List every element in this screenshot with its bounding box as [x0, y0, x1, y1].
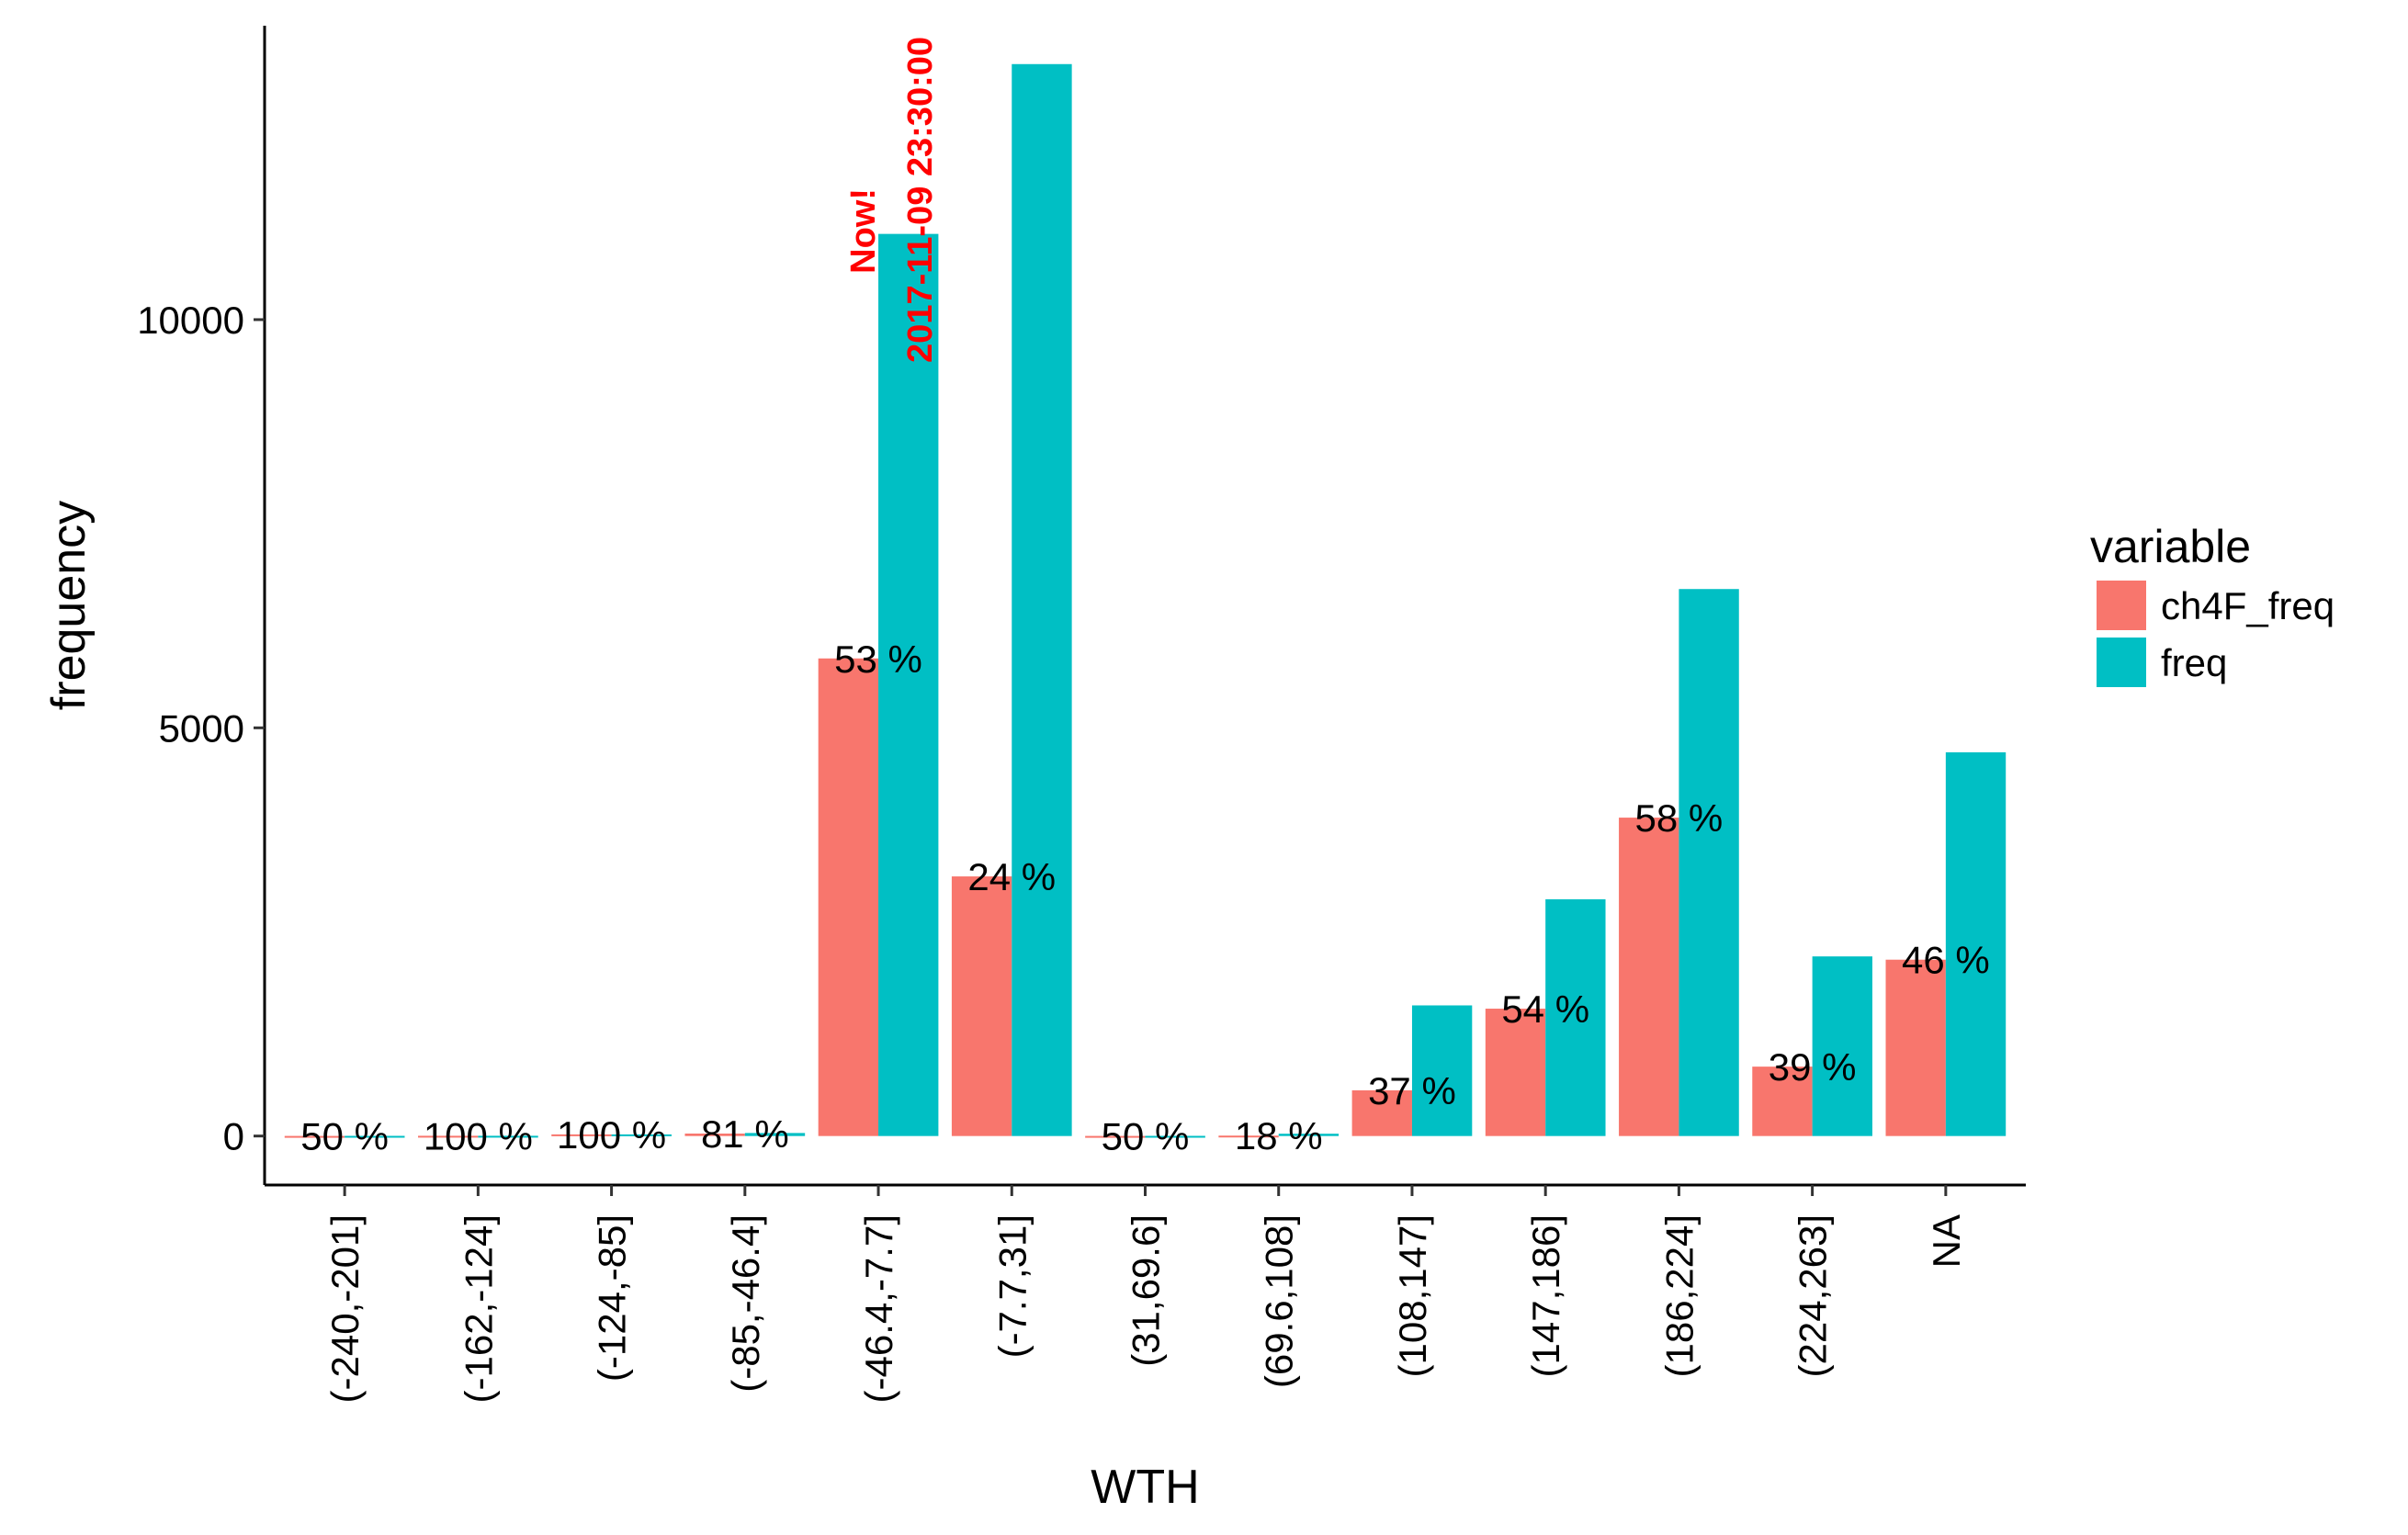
y-tick-label: 5000 — [159, 706, 244, 750]
bar-percent-label: 18 % — [1235, 1114, 1323, 1157]
legend-label-freq: freq — [2161, 641, 2227, 684]
x-tick-label: (-124,-85] — [591, 1214, 634, 1382]
bar-percent-label: 46 % — [1902, 939, 1990, 982]
bar-freq — [1679, 589, 1739, 1136]
bar-freq — [1812, 956, 1872, 1136]
plot-area: 50 % 100 % 100 % 81 % 53 % 24 % 50 % 18 % 37 % 54… — [284, 63, 2007, 1158]
bar-percent-label: 24 % — [967, 855, 1056, 898]
annotations: Now! 2017-11-09 23:30:00 — [844, 37, 940, 363]
annotation-timestamp: 2017-11-09 23:30:00 — [901, 37, 940, 363]
x-tick-label: (224,263] — [1792, 1214, 1835, 1377]
axes: 0 5000 10000 (-240,-201] (-162,-124] (-124,-8… — [137, 26, 2026, 1403]
bar-percent-label: 37 % — [1368, 1069, 1456, 1112]
x-tick-label: (-240,-201] — [323, 1214, 367, 1403]
bar-percent-label: 54 % — [1501, 988, 1589, 1031]
x-tick-label: (69.6,108] — [1258, 1214, 1301, 1388]
bar-freq — [1545, 898, 1606, 1136]
bar-ch4F_freq — [551, 1134, 612, 1136]
x-tick-label: NA — [1925, 1214, 1968, 1268]
bar-ch4F_freq — [1218, 1135, 1279, 1138]
bar-percent-label: 81 % — [701, 1112, 789, 1156]
bar-ch4F_freq — [951, 876, 1012, 1136]
x-tick-label: (-46.4,-7.7] — [857, 1214, 900, 1403]
legend-key-ch4F-freq — [2097, 581, 2146, 630]
legend-key-freq — [2097, 638, 2146, 687]
bar-ch4F_freq — [1485, 1009, 1546, 1136]
bar-percent-label: 53 % — [834, 638, 922, 681]
bar-ch4F_freq — [1619, 818, 1679, 1136]
bar-ch4F_freq — [1885, 959, 1946, 1136]
legend-title: variable — [2090, 521, 2251, 572]
bar-ch4F_freq — [1351, 1089, 1412, 1136]
x-tick-label: (31,69.6] — [1125, 1214, 1168, 1367]
bar-freq — [478, 1135, 538, 1138]
bar-freq — [1945, 751, 2007, 1136]
bar-freq — [744, 1133, 806, 1136]
x-tick-label: (147,186] — [1524, 1214, 1567, 1377]
x-tick-label: (186,224] — [1657, 1214, 1701, 1377]
y-tick-label: 10000 — [137, 299, 244, 342]
bar-freq — [345, 1135, 405, 1138]
y-axis-title: frequency — [42, 501, 96, 710]
bar-ch4F_freq — [684, 1134, 745, 1136]
x-tick-label: (-162,-124] — [457, 1214, 500, 1403]
bar-percent-label: 100 % — [557, 1113, 666, 1157]
x-tick-label: (108,147] — [1391, 1214, 1434, 1377]
bar-ch4F_freq — [418, 1135, 479, 1138]
bar-freq — [878, 233, 939, 1136]
x-tick-label: (-85,-46.4] — [724, 1214, 767, 1393]
x-axis-title: WTH — [1091, 1461, 1199, 1514]
bar-ch4F_freq — [1752, 1067, 1813, 1136]
bar-percent-label: 50 % — [300, 1115, 389, 1158]
bar-percent-label: 58 % — [1635, 796, 1724, 840]
bar-freq — [1145, 1135, 1205, 1138]
bar-percent-label: 39 % — [1769, 1045, 1857, 1089]
bar-percent-label: 100 % — [424, 1114, 533, 1157]
bar-freq — [1411, 1005, 1473, 1136]
bar-freq — [1278, 1134, 1340, 1136]
bar-ch4F_freq — [818, 658, 879, 1136]
legend: variable ch4F_freq freq — [2090, 521, 2335, 687]
bar-freq — [1012, 63, 1072, 1136]
y-tick-label: 0 — [223, 1115, 244, 1158]
bar-freq — [611, 1134, 672, 1136]
annotation-now: Now! — [844, 188, 883, 274]
bar-ch4F_freq — [1085, 1135, 1146, 1138]
legend-label-ch4F-freq: ch4F_freq — [2161, 584, 2335, 627]
x-tick-label: (-7.7,31] — [990, 1214, 1034, 1358]
bar-ch4F_freq — [284, 1135, 345, 1138]
bar-percent-label: 50 % — [1102, 1115, 1190, 1158]
